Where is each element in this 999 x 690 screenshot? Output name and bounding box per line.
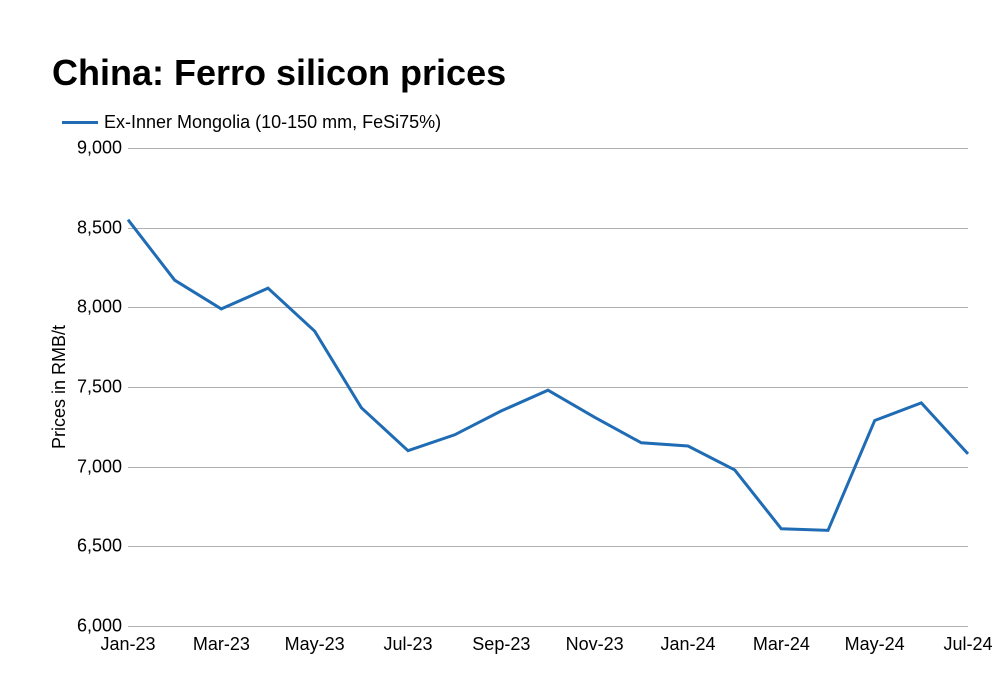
x-tick-label: May-23: [285, 626, 345, 655]
chart-title: China: Ferro silicon prices: [52, 52, 506, 94]
legend: Ex-Inner Mongolia (10-150 mm, FeSi75%): [62, 112, 441, 133]
y-tick-label: 8,000: [77, 297, 128, 318]
y-tick-label: 6,500: [77, 536, 128, 557]
line-series: [128, 148, 968, 626]
legend-swatch: [62, 121, 98, 124]
y-tick-label: 7,500: [77, 377, 128, 398]
y-tick-label: 9,000: [77, 138, 128, 159]
y-tick-label: 8,500: [77, 217, 128, 238]
y-axis-title: Prices in RMB/t: [49, 325, 70, 449]
legend-label: Ex-Inner Mongolia (10-150 mm, FeSi75%): [104, 112, 441, 133]
x-tick-label: Jul-23: [383, 626, 432, 655]
x-tick-label: Sep-23: [472, 626, 530, 655]
x-tick-label: Nov-23: [566, 626, 624, 655]
chart-container: China: Ferro silicon prices Ex-Inner Mon…: [0, 0, 999, 690]
x-tick-label: Jul-24: [943, 626, 992, 655]
y-tick-label: 7,000: [77, 456, 128, 477]
x-tick-label: Mar-23: [193, 626, 250, 655]
x-tick-label: Jan-23: [100, 626, 155, 655]
x-tick-label: Mar-24: [753, 626, 810, 655]
plot-area: 6,0006,5007,0007,5008,0008,5009,000Jan-2…: [128, 148, 968, 626]
x-tick-label: Jan-24: [660, 626, 715, 655]
x-tick-label: May-24: [845, 626, 905, 655]
gridline: [128, 626, 968, 627]
